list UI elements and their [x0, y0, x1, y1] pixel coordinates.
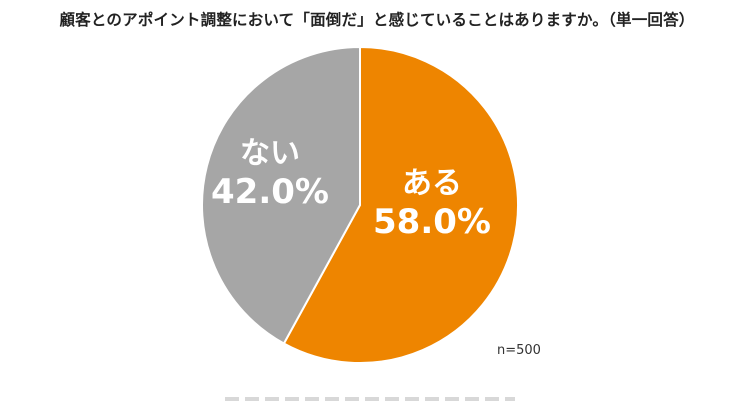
sample-size-note: n=500	[497, 343, 541, 358]
slice-value-2: 42.0%	[211, 172, 329, 212]
footer-fade	[225, 397, 515, 401]
slice-value-1: 58.0%	[373, 202, 491, 242]
pie-slices	[201, 45, 519, 364]
chart-title: 顧客とのアポイント調整において「面倒だ」と感じていることはありますか。（単一回答…	[59, 11, 695, 29]
slice-label-1: ある	[402, 166, 462, 201]
pie-slice-2	[201, 45, 361, 345]
pie-slice-1	[282, 45, 519, 364]
slice-label-2: ない	[240, 136, 300, 171]
